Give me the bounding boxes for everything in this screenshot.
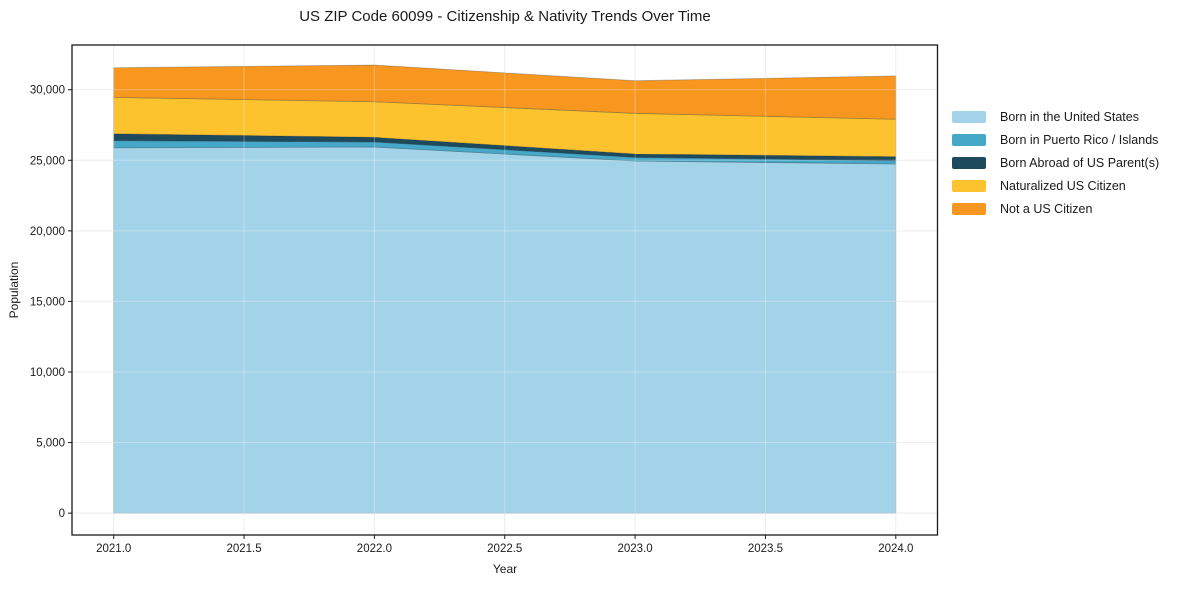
x-tick-label: 2023.0 xyxy=(618,543,653,555)
area-series xyxy=(113,64,897,120)
legend-item: Born in the United States xyxy=(952,105,1159,128)
y-tick-label: 20,000 xyxy=(30,226,65,238)
y-tick-label: 5,000 xyxy=(36,438,65,450)
legend-label: Naturalized US Citizen xyxy=(1000,178,1126,193)
x-tick-label: 2022.5 xyxy=(487,543,522,555)
y-axis-label: Population xyxy=(7,261,21,319)
legend-label: Not a US Citizen xyxy=(1000,201,1093,216)
x-axis-label: Year xyxy=(492,562,518,576)
y-tick-label: 15,000 xyxy=(30,296,65,308)
area-series xyxy=(113,96,897,158)
x-tick-label: 2024.0 xyxy=(878,543,913,555)
legend-item: Born Abroad of US Parent(s) xyxy=(952,151,1159,174)
x-tick-label: 2021.5 xyxy=(226,543,261,555)
legend-swatch-icon xyxy=(952,133,986,146)
x-tick-label: 2023.5 xyxy=(748,543,783,555)
legend-swatch-icon xyxy=(952,202,986,215)
y-tick-label: 25,000 xyxy=(30,155,65,167)
y-tick-label: 0 xyxy=(59,508,65,520)
legend-swatch-icon xyxy=(952,110,986,123)
chart-title: US ZIP Code 60099 - Citizenship & Nativi… xyxy=(299,8,711,25)
legend-label: Born Abroad of US Parent(s) xyxy=(1000,155,1160,170)
legend-item: Not a US Citizen xyxy=(952,197,1159,220)
legend-swatch-icon xyxy=(952,179,986,192)
legend-item: Born in Puerto Rico / Islands xyxy=(952,128,1159,151)
x-tick-label: 2022.0 xyxy=(357,543,392,555)
legend-label: Born in the United States xyxy=(1000,109,1139,124)
legend-swatch-icon xyxy=(952,156,986,169)
legend-item: Naturalized US Citizen xyxy=(952,174,1159,197)
y-tick-label: 30,000 xyxy=(30,85,65,97)
y-tick-label: 10,000 xyxy=(30,367,65,379)
x-tick-label: 2021.0 xyxy=(96,543,131,555)
legend-label: Born in Puerto Rico / Islands xyxy=(1000,132,1159,147)
legend: Born in the United States Born in Puerto … xyxy=(952,105,1159,220)
